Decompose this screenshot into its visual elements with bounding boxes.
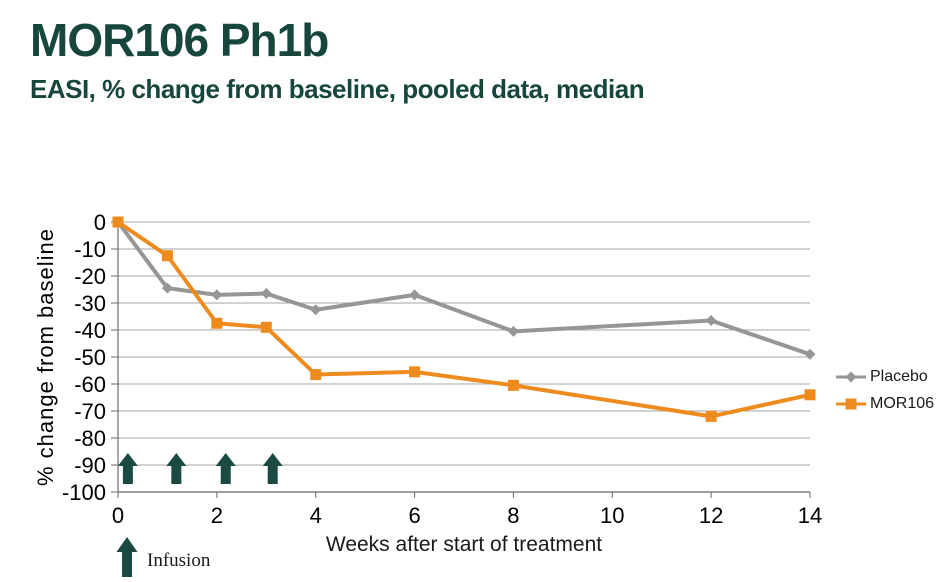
y-tick-label: -30	[74, 291, 106, 316]
infusion-label: Infusion	[147, 550, 211, 571]
infusion-arrow-icon	[116, 537, 138, 577]
infusion-key: Infusion	[116, 536, 210, 578]
y-tick-label: -70	[74, 399, 106, 424]
mor106-point	[507, 379, 519, 391]
legend-label-placebo: Placebo	[870, 367, 928, 385]
y-tick-label: -100	[62, 480, 106, 505]
y-tick-label: -20	[74, 264, 106, 289]
x-tick-label: 4	[310, 503, 322, 528]
y-tick-label: -80	[74, 426, 106, 451]
x-tick-label: 0	[112, 503, 124, 528]
x-tick-label: 8	[507, 503, 519, 528]
y-tick-label: -50	[74, 345, 106, 370]
x-tick-label: 14	[798, 503, 822, 528]
placebo-point	[804, 348, 816, 360]
page-subtitle: EASI, % change from baseline, pooled dat…	[30, 74, 645, 104]
placebo-point	[705, 315, 717, 327]
y-axis-title: % change from baseline	[33, 227, 58, 487]
infusion-arrow	[215, 453, 236, 484]
y-tick-label: -90	[74, 453, 106, 478]
mor106-legend-square	[845, 398, 857, 409]
placebo-line-marker-icon	[836, 371, 866, 382]
legend-item-mor106: MOR106	[836, 390, 934, 417]
infusion-arrow	[117, 453, 138, 484]
mor106-point	[161, 250, 173, 262]
y-tick-label: 0	[94, 210, 106, 235]
infusion-arrow-shape	[116, 537, 138, 577]
x-tick-label: 2	[211, 503, 223, 528]
mor106-point	[260, 321, 272, 333]
placebo-point	[260, 288, 272, 300]
legend: Placebo MOR106	[836, 363, 934, 417]
y-tick-label: -40	[74, 318, 106, 343]
infusion-arrow	[262, 453, 283, 484]
legend-label-mor106: MOR106	[870, 394, 935, 412]
legend-item-placebo: Placebo	[836, 363, 934, 390]
placebo-point	[507, 325, 519, 337]
placebo-point	[409, 289, 421, 301]
placebo-line	[116, 220, 811, 357]
mor106-point	[804, 389, 816, 401]
x-tick-label: 12	[699, 503, 723, 528]
mor106-point	[112, 216, 124, 228]
mor106-point	[310, 369, 322, 381]
placebo-point	[211, 289, 223, 301]
placebo-legend-diamond	[845, 371, 857, 382]
infusion-arrow	[166, 453, 187, 484]
mor106-line-marker-icon	[836, 398, 866, 409]
mor106-point	[705, 410, 717, 422]
placebo-point	[161, 282, 173, 294]
y-tick-label: -60	[74, 372, 106, 397]
x-tick-label: 6	[408, 503, 420, 528]
mor106-point	[211, 317, 223, 329]
page-title: MOR106 Ph1b	[30, 14, 329, 66]
mor106-point	[409, 366, 421, 378]
y-tick-label: -10	[74, 237, 106, 262]
x-axis-title: Weeks after start of treatment	[325, 533, 603, 556]
placebo-point	[310, 304, 322, 316]
x-tick-label: 10	[600, 503, 624, 528]
